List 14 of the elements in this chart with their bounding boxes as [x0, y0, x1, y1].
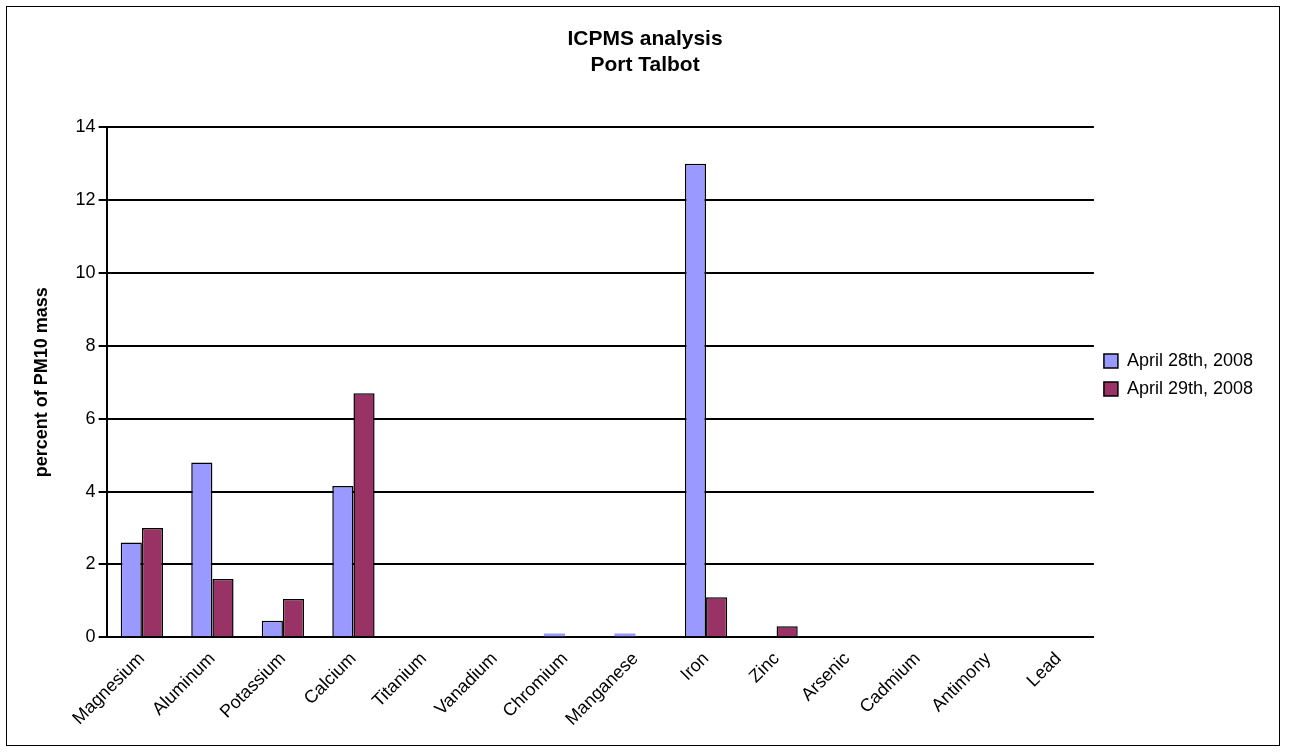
legend-label: April 29th, 2008	[1126, 377, 1254, 398]
y-axis-title: percent of PM10 mass	[30, 287, 51, 478]
x-tick-label: Iron	[676, 648, 713, 685]
y-tick-label: 14	[75, 116, 96, 137]
y-tick-label: 8	[85, 334, 96, 355]
y-tick-label: 4	[85, 480, 96, 501]
chart-title: ICPMS analysis Port Talbot	[567, 26, 723, 75]
y-tick-label: 12	[75, 189, 96, 210]
y-tick-label: 6	[85, 407, 96, 428]
x-tick-label: Zinc	[744, 648, 783, 687]
y-tick-label: 10	[75, 262, 96, 283]
legend-label: April 28th, 2008	[1126, 349, 1254, 370]
y-tick-label: 2	[85, 553, 96, 574]
y-tick-label: 0	[85, 626, 96, 647]
